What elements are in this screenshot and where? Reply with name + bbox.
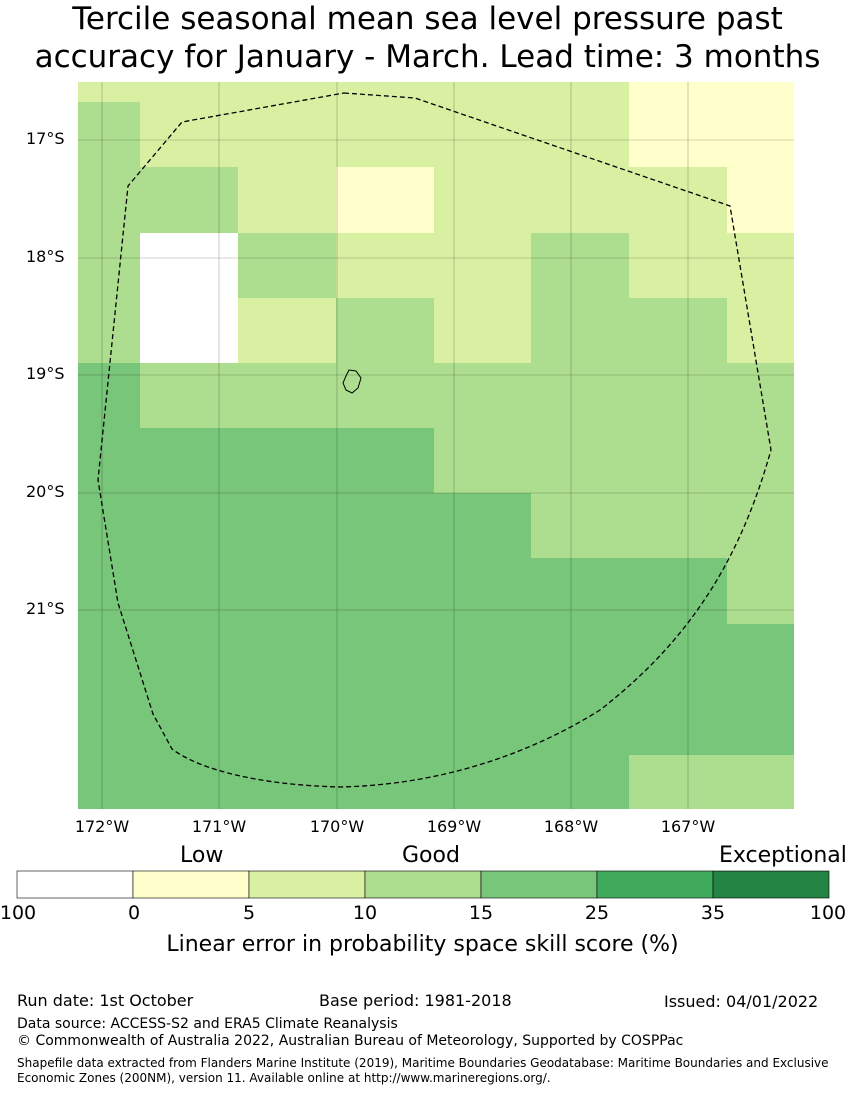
skill-cell xyxy=(629,82,794,167)
skill-cell xyxy=(78,755,629,809)
title-line-1: Tercile seasonal mean sea level pressure… xyxy=(72,1,783,37)
base-period: Base period: 1981-2018 xyxy=(319,991,512,1010)
lon-label-171w: 171°W xyxy=(191,817,247,836)
skill-cell xyxy=(78,363,140,428)
colorbar-tick: 5 xyxy=(242,902,256,924)
skill-cell xyxy=(727,298,794,363)
colorbar-tick: 15 xyxy=(468,902,494,924)
skill-cell xyxy=(531,298,727,363)
skill-cell xyxy=(78,102,140,368)
title-line-2: accuracy for January - March. Lead time:… xyxy=(34,39,821,75)
lat-label-20s: 20°S xyxy=(26,482,65,501)
shapefile-credit: Shapefile data extracted from Flanders M… xyxy=(17,1056,829,1085)
skill-cell xyxy=(629,167,727,233)
skill-cell xyxy=(629,233,794,298)
skill-cell xyxy=(434,298,531,363)
colorbar-tick: 100 xyxy=(0,902,37,924)
skill-cell xyxy=(434,363,794,493)
skill-grid xyxy=(78,82,794,809)
colorbar-segment xyxy=(712,870,830,899)
issued-date: Issued: 04/01/2022 xyxy=(664,992,819,1011)
colorbar-tick: 25 xyxy=(584,902,610,924)
skill-cell xyxy=(238,233,336,298)
legend-category-exceptional: Exceptional xyxy=(719,843,847,868)
copyright: © Commonwealth of Australia 2022, Austra… xyxy=(17,1033,684,1049)
colorbar-tick: 10 xyxy=(352,902,378,924)
skill-cell xyxy=(140,82,629,167)
lon-label-170w: 170°W xyxy=(309,817,365,836)
skill-cell xyxy=(140,363,434,428)
colorbar-segment xyxy=(480,870,598,899)
graticule xyxy=(78,82,794,809)
colorbar xyxy=(16,870,830,899)
skill-cell xyxy=(140,167,238,233)
colorbar-label: Linear error in probability space skill … xyxy=(166,932,679,957)
skill-cell xyxy=(531,233,629,298)
lat-label-21s: 21°S xyxy=(26,599,65,618)
data-source: Data source: ACCESS-S2 and ERA5 Climate … xyxy=(17,1016,398,1032)
skill-cell xyxy=(238,167,336,233)
legend-category-low: Low xyxy=(180,843,224,868)
lat-label-18s: 18°S xyxy=(26,247,65,266)
skill-cell xyxy=(238,298,336,363)
skill-cell xyxy=(78,428,434,493)
skill-cell xyxy=(336,233,531,298)
colorbar-segment xyxy=(596,870,714,899)
colorbar-segment xyxy=(16,870,134,899)
skill-cell xyxy=(78,82,140,102)
lon-label-169w: 169°W xyxy=(426,817,482,836)
skill-cell xyxy=(336,167,434,233)
lat-label-17s: 17°S xyxy=(26,129,65,148)
run-date: Run date: 1st October xyxy=(17,991,194,1010)
skill-cell xyxy=(727,167,794,233)
lon-label-168w: 168°W xyxy=(543,817,599,836)
skill-cell xyxy=(434,167,629,233)
eez-boundary xyxy=(97,92,772,788)
skill-cell xyxy=(629,755,794,809)
skill-cell xyxy=(78,493,531,558)
map-title: Tercile seasonal mean sea level pressure… xyxy=(0,0,855,76)
colorbar-tick: 0 xyxy=(127,902,141,924)
skill-cell xyxy=(531,493,794,558)
skill-cell xyxy=(727,558,794,624)
skill-cell xyxy=(78,624,794,755)
colorbar-segment xyxy=(248,870,366,899)
colorbar-segment xyxy=(132,870,250,899)
lon-label-167w: 167°W xyxy=(660,817,716,836)
skill-cell xyxy=(336,298,434,363)
niue-island xyxy=(342,369,362,394)
lat-label-19s: 19°S xyxy=(26,364,65,383)
colorbar-tick: 35 xyxy=(700,902,726,924)
colorbar-tick: 100 xyxy=(809,902,847,924)
legend-category-good: Good xyxy=(402,843,460,868)
lon-label-172w: 172°W xyxy=(74,817,130,836)
skill-cell xyxy=(78,558,727,624)
colorbar-segment xyxy=(364,870,482,899)
